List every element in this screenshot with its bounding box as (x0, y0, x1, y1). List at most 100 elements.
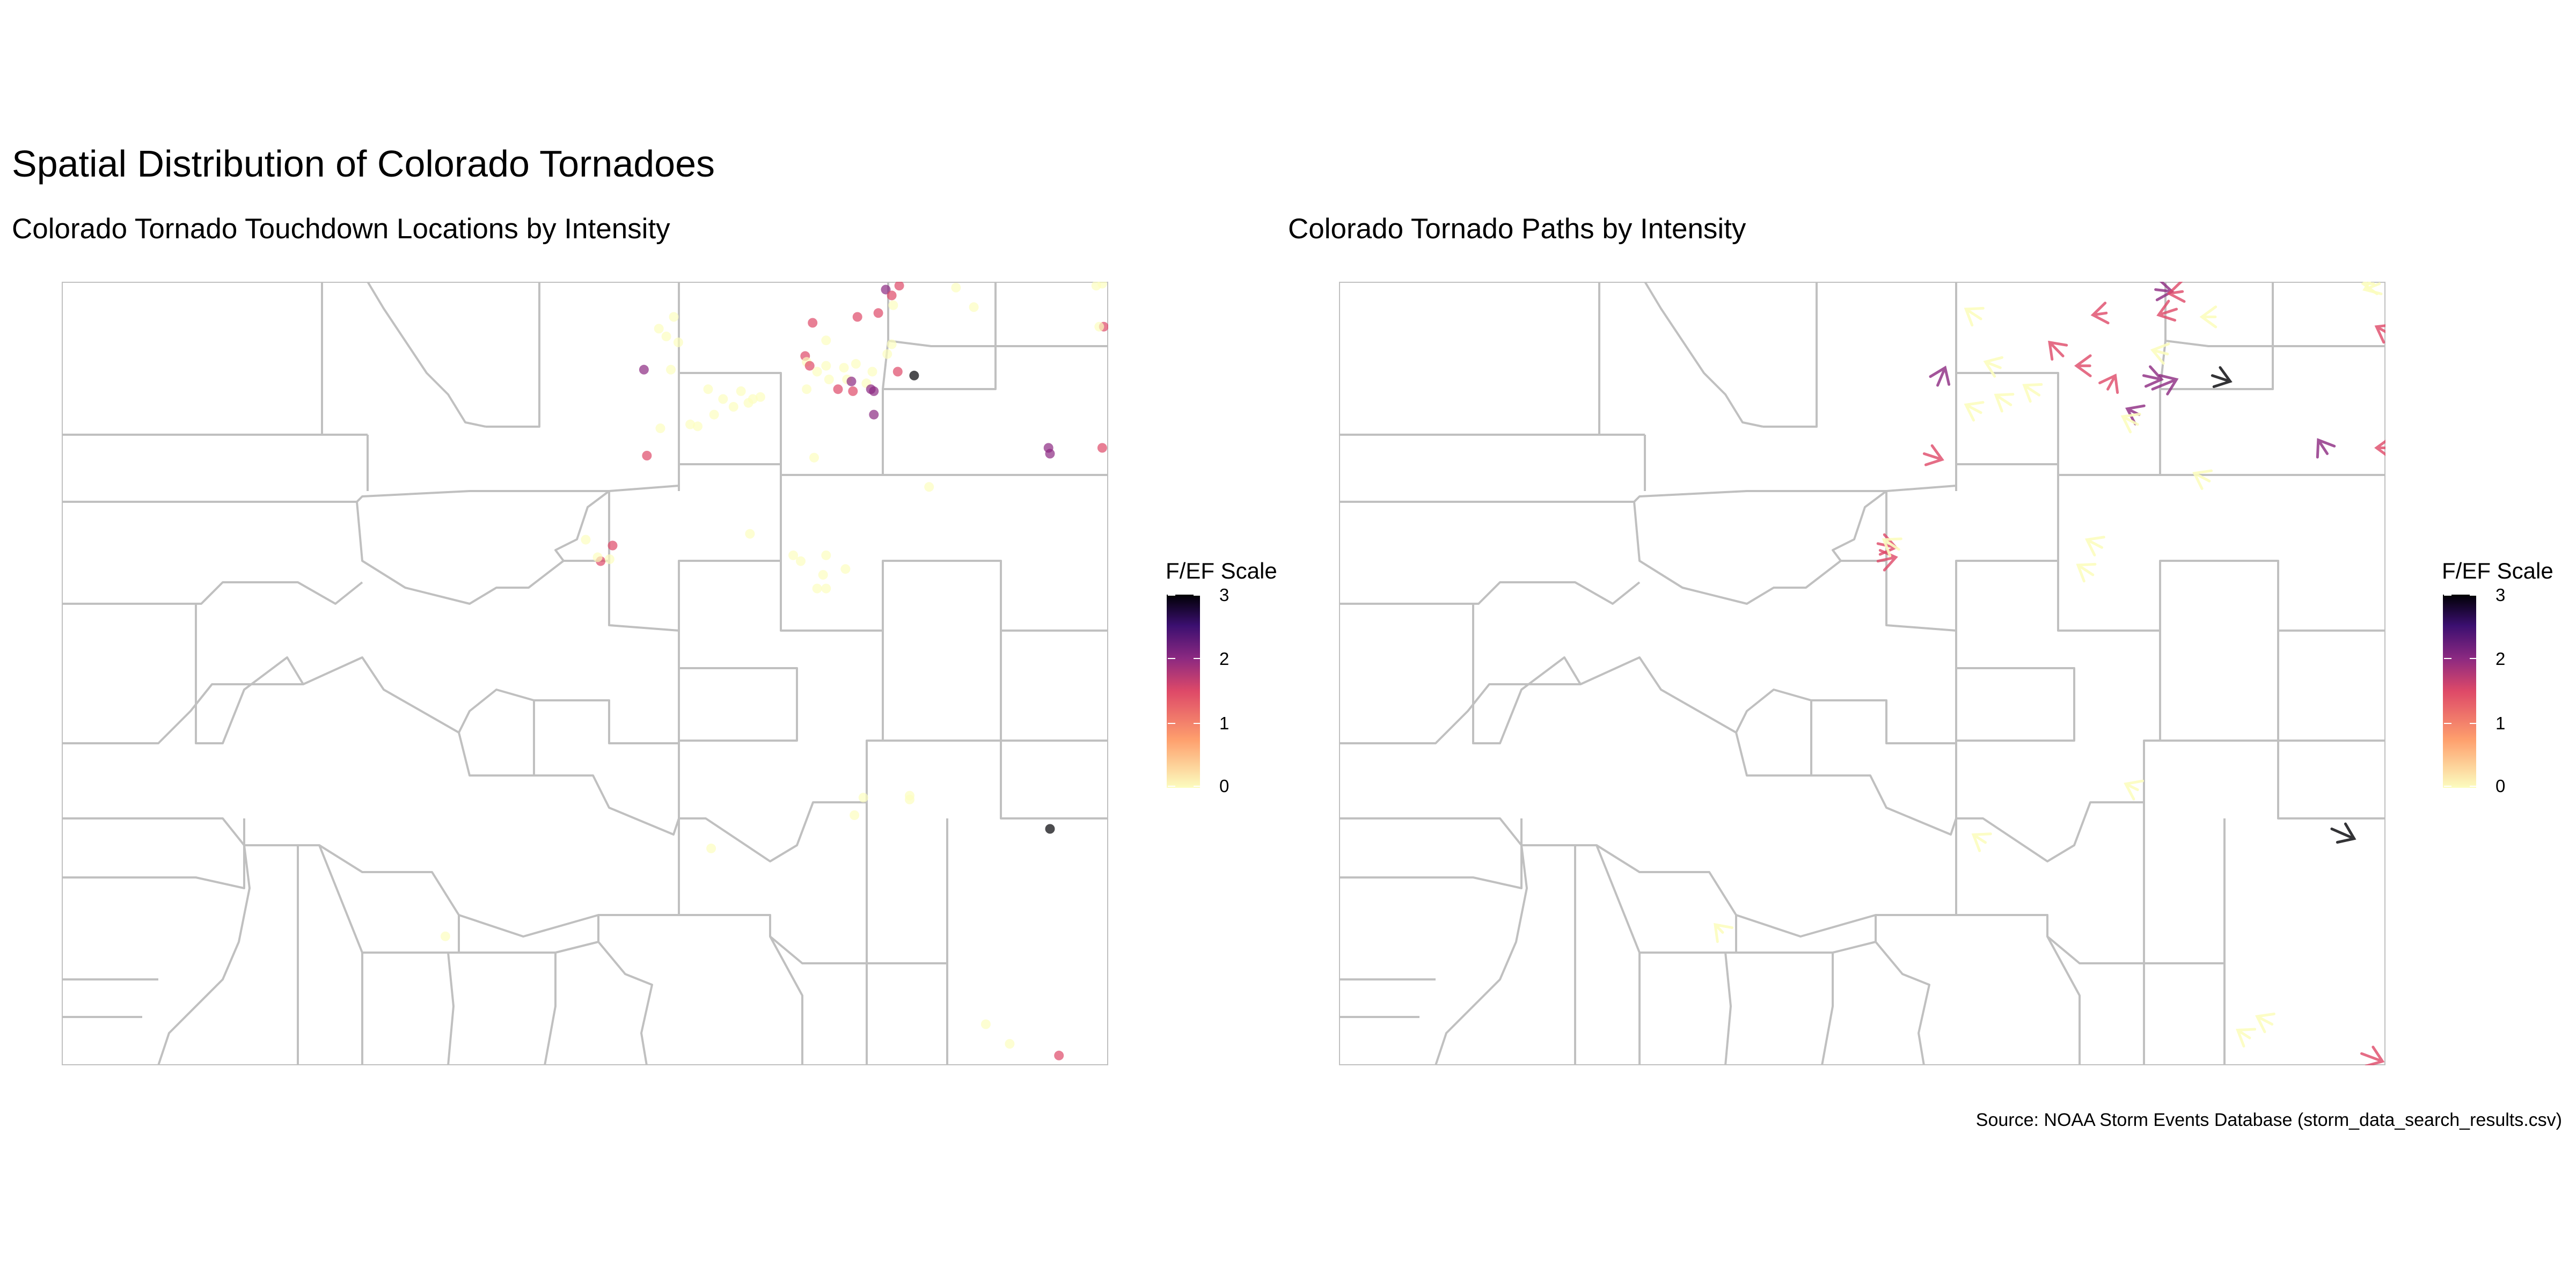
touchdown-point (848, 386, 858, 396)
touchdown-point (969, 302, 979, 312)
legend-tick-mark (1194, 723, 1201, 724)
touchdown-point (858, 793, 868, 803)
touchdown-point (812, 583, 822, 594)
touchdown-point (745, 529, 755, 539)
county-boundary-line (1955, 282, 2059, 475)
touchdown-point (824, 375, 834, 384)
touchdown-point (639, 364, 649, 375)
county-boundary-line (1339, 463, 2059, 503)
touchdown-point (812, 367, 822, 377)
county-boundary-line (318, 845, 363, 1065)
county-boundary-line (62, 656, 679, 777)
county-boundary-line (367, 282, 540, 428)
tornado-path (1964, 401, 1985, 422)
touchdown-point (840, 564, 851, 574)
tornado-path (2362, 282, 2383, 296)
touchdown-point (821, 550, 831, 560)
legend-tick-mark (1168, 595, 1175, 596)
touchdown-point (808, 318, 818, 328)
county-boundary-line (1339, 282, 1646, 491)
touchdown-point (888, 300, 898, 310)
county-boundary-line (883, 631, 1108, 819)
county-boundary-line (2143, 818, 2226, 1065)
touchdown-point (666, 364, 676, 375)
legend-tick-mark (2444, 595, 2451, 596)
touchdown-point (728, 402, 738, 412)
tornado-path (2374, 324, 2385, 344)
panel-title-paths: Colorado Tornado Paths by Intensity (1288, 213, 1746, 245)
tornado-path (1922, 444, 1944, 466)
touchdown-point (685, 419, 696, 429)
county-boundaries (62, 282, 1108, 1065)
county-boundary-line (195, 604, 304, 744)
legend-tick-label: 2 (2496, 649, 2506, 669)
touchdown-point (592, 552, 603, 562)
county-boundary-line (448, 952, 557, 1065)
tornado-path (2048, 340, 2068, 361)
touchdown-point (809, 452, 819, 463)
tornado-path (2316, 438, 2336, 459)
touchdown-point (852, 312, 862, 322)
touchdown-point (887, 290, 897, 301)
county-boundary-line (608, 560, 1108, 632)
tornado-path (2120, 413, 2141, 434)
county-boundary-line (1339, 656, 1956, 777)
county-boundary-line (62, 978, 158, 1018)
legend-colorbar (1167, 595, 1201, 788)
touchdown-point (706, 843, 716, 853)
tornado-path (2192, 469, 2213, 490)
tornado-path (2022, 383, 2043, 403)
county-boundary-line (1339, 581, 1641, 605)
county-boundary-line (1644, 282, 1818, 428)
touchdown-point (821, 335, 831, 346)
touchdown-point (909, 370, 919, 380)
touchdown-points (440, 282, 1108, 1060)
county-boundary-line (458, 689, 535, 733)
touchdown-point (608, 540, 618, 551)
touchdown-point (821, 583, 831, 594)
tornado-path (2076, 562, 2097, 583)
county-boundary-line (2046, 936, 2081, 1065)
county-boundary-line (1435, 845, 1528, 1065)
touchdown-point (882, 349, 892, 359)
county-boundary-line (2160, 631, 2385, 819)
touchdown-point (881, 284, 891, 295)
legend-tick-mark (2470, 595, 2477, 596)
touchdown-point (894, 282, 904, 291)
tornado-path (1882, 537, 1902, 557)
tornado-path (2151, 374, 2179, 396)
touchdown-point (788, 550, 799, 560)
county-boundary-line (679, 667, 798, 742)
touchdown-point (440, 931, 450, 941)
county-boundary-line (1339, 978, 1436, 1018)
touchdown-point (673, 337, 683, 347)
county-boundary-line (1956, 802, 2145, 964)
touchdown-point (804, 361, 815, 371)
legend-tick-mark (1194, 595, 1201, 596)
tornado-path (1929, 365, 1951, 387)
tornado-path (2156, 299, 2178, 322)
legend-tick-mark (2444, 658, 2451, 659)
county-boundary-line (1735, 915, 1877, 953)
touchdown-point (802, 384, 812, 394)
touchdown-point (709, 409, 719, 420)
touchdown-point (1097, 282, 1107, 289)
county-boundary-line (554, 464, 680, 562)
touchdown-point (980, 1019, 991, 1029)
legend-tick-mark (1194, 786, 1201, 787)
touchdown-point (924, 482, 934, 492)
county-boundary-line (534, 774, 680, 836)
touchdown-point (1045, 449, 1055, 459)
tornado-path (2199, 305, 2218, 328)
legend-tick-mark (1168, 723, 1175, 724)
legend-tick-mark (2470, 658, 2477, 659)
tornado-paths (1714, 282, 2385, 1065)
tornado-path (2255, 1012, 2275, 1034)
county-boundary-line (1956, 667, 2075, 742)
county-boundary-line (1596, 845, 1641, 1065)
county-boundary-line (1339, 282, 2385, 1065)
county-boundary-line (2164, 282, 2385, 347)
touchdown-point (581, 535, 591, 545)
county-boundary-line (1811, 774, 1957, 836)
